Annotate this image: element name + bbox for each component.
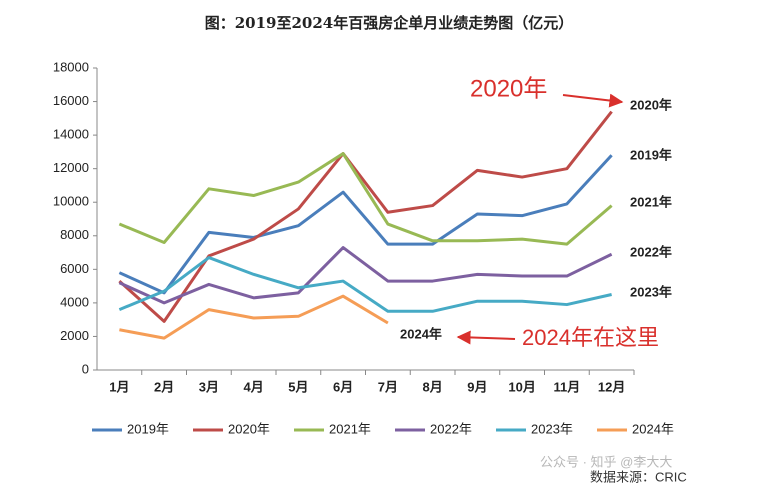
y-tick-label: 18000 bbox=[53, 59, 89, 74]
series-end-label: 2023年 bbox=[630, 284, 672, 299]
series-end-label: 2019年 bbox=[630, 147, 672, 162]
annotation-arrow bbox=[456, 330, 516, 345]
line-series bbox=[118, 110, 613, 323]
y-tick-label: 14000 bbox=[53, 127, 89, 142]
legend-label: 2020年 bbox=[228, 421, 270, 436]
y-tick-label: 8000 bbox=[60, 227, 89, 242]
y-tick-label: 12000 bbox=[53, 160, 89, 175]
annotation: 2020年 bbox=[470, 75, 547, 102]
x-tick-label: 2月 bbox=[154, 379, 174, 394]
annotation-arrow bbox=[562, 93, 624, 108]
chart-title: 图：2019至2024年百强房企单月业绩走势图（亿元） bbox=[205, 14, 574, 32]
legend-label: 2021年 bbox=[329, 421, 371, 436]
y-tick-label: 2000 bbox=[60, 328, 89, 343]
x-tick-label: 12月 bbox=[598, 379, 625, 394]
legend-label: 2022年 bbox=[430, 421, 472, 436]
x-tick-label: 3月 bbox=[199, 379, 219, 394]
y-tick-label: 4000 bbox=[60, 294, 89, 309]
x-tick-label: 5月 bbox=[288, 379, 308, 394]
series-end-label: 2020年 bbox=[630, 97, 672, 112]
x-tick-label: 4月 bbox=[244, 379, 264, 394]
x-tick-label: 6月 bbox=[333, 379, 353, 394]
line-series bbox=[118, 246, 613, 305]
legend-label: 2023年 bbox=[531, 421, 573, 436]
series-end-label: 2021年 bbox=[630, 194, 672, 209]
legend-label: 2024年 bbox=[632, 421, 674, 436]
y-tick-label: 10000 bbox=[53, 194, 89, 209]
x-tick-label: 1月 bbox=[109, 379, 129, 394]
watermark: 公众号 · 知乎 @李大大 bbox=[540, 454, 672, 469]
source: 数据来源：CRIC bbox=[590, 469, 687, 484]
annotation: 2024年在这里 bbox=[522, 325, 659, 350]
x-tick-label: 10月 bbox=[508, 379, 535, 394]
line-series bbox=[119, 294, 389, 340]
y-tick-label: 16000 bbox=[53, 93, 89, 108]
x-tick-label: 7月 bbox=[378, 379, 398, 394]
x-tick-label: 11月 bbox=[554, 379, 581, 394]
line-series bbox=[118, 152, 613, 246]
series-end-label: 2024年 bbox=[400, 326, 442, 341]
x-tick-label: 8月 bbox=[423, 379, 443, 394]
series-end-label: 2022年 bbox=[630, 244, 672, 259]
x-tick-label: 9月 bbox=[467, 379, 487, 394]
y-tick-label: 0 bbox=[82, 361, 89, 376]
y-tick-label: 6000 bbox=[60, 261, 89, 276]
line-series bbox=[118, 154, 613, 295]
legend-label: 2019年 bbox=[127, 421, 169, 436]
line-series bbox=[118, 256, 612, 313]
